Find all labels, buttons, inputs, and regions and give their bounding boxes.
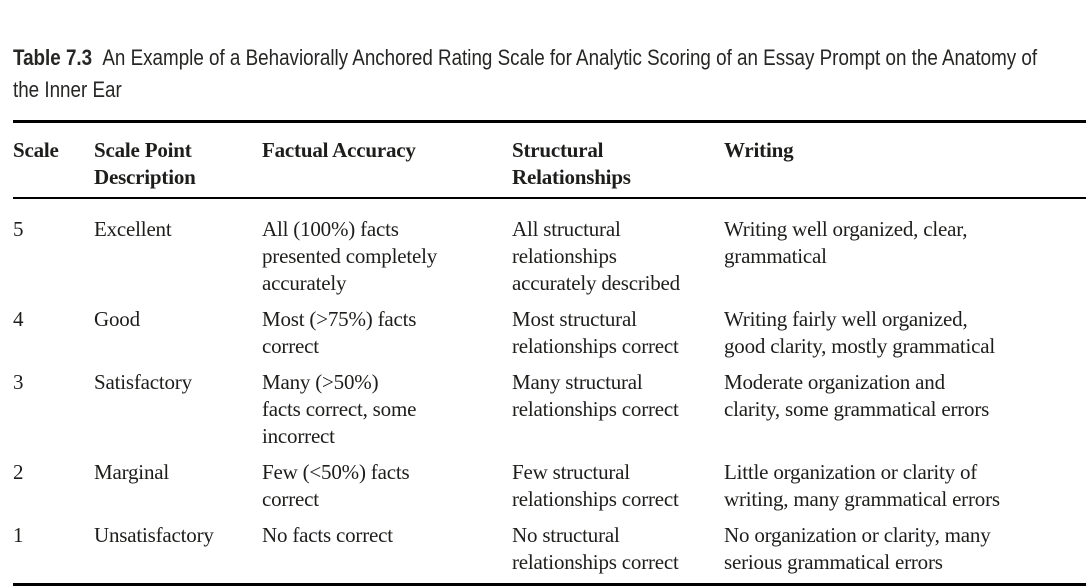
table-row: 2 Marginal Few (<50%) facts correct Few …	[13, 459, 1086, 522]
writing-cell: Moderate organization and clarity, some …	[724, 370, 990, 421]
structural-relationships-cell: Most structural relationships correct	[512, 307, 679, 358]
table-header-row: Scale Scale Point Description Factual Ac…	[13, 121, 1086, 199]
factual-accuracy-cell: No facts correct	[262, 523, 393, 547]
description-cell: Excellent	[94, 217, 172, 241]
structural-relationships-cell: Many structural relationships correct	[512, 370, 679, 421]
header-writing: Writing	[724, 121, 1086, 199]
writing-cell: Writing fairly well organized, good clar…	[724, 307, 995, 358]
header-scale: Scale	[13, 121, 94, 199]
structural-relationships-cell: Few structural relationships correct	[512, 460, 679, 511]
description-cell: Marginal	[94, 460, 169, 484]
table-caption-text: An Example of a Behaviorally Anchored Ra…	[13, 45, 1038, 102]
header-factual-accuracy: Factual Accuracy	[262, 121, 512, 199]
structural-relationships-cell: All structural relationships accurately …	[512, 217, 680, 295]
writing-cell: No organization or clarity, many serious…	[724, 523, 991, 574]
scale-cell: 3	[13, 370, 24, 394]
rating-scale-table: Scale Scale Point Description Factual Ac…	[13, 120, 1086, 586]
scale-cell: 1	[13, 523, 24, 547]
structural-relationships-cell: No structural relationships correct	[512, 523, 679, 574]
writing-cell: Little organization or clarity of writin…	[724, 460, 1000, 511]
writing-cell: Writing well organized, clear, grammatic…	[724, 217, 968, 268]
factual-accuracy-cell: Few (<50%) facts correct	[262, 460, 410, 511]
description-cell: Unsatisfactory	[94, 523, 214, 547]
table-row: 1 Unsatisfactory No facts correct No str…	[13, 522, 1086, 585]
header-scale-point-description: Scale Point Description	[94, 121, 262, 199]
table-caption: Table 7.3 An Example of a Behaviorally An…	[13, 10, 1086, 106]
scale-cell: 4	[13, 307, 24, 331]
table-caption-number: Table 7.3	[13, 45, 93, 70]
scale-cell: 2	[13, 460, 24, 484]
description-cell: Satisfactory	[94, 370, 192, 394]
header-structural-relationships: Structural Relationships	[512, 121, 724, 199]
factual-accuracy-cell: Many (>50%) facts correct, some incorrec…	[262, 370, 417, 448]
description-cell: Good	[94, 307, 140, 331]
table-row: 3 Satisfactory Many (>50%) facts correct…	[13, 369, 1086, 459]
factual-accuracy-cell: All (100%) facts presented completely ac…	[262, 217, 438, 295]
table-row: 4 Good Most (>75%) facts correct Most st…	[13, 306, 1086, 369]
factual-accuracy-cell: Most (>75%) facts correct	[262, 307, 417, 358]
table-row: 5 Excellent All (100%) facts presented c…	[13, 198, 1086, 306]
scale-cell: 5	[13, 217, 24, 241]
